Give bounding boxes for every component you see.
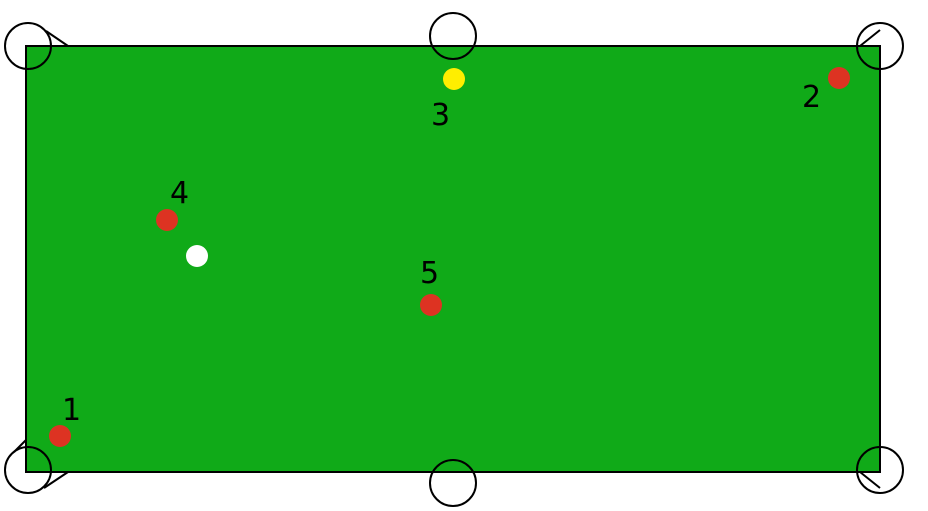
ball-2[interactable] xyxy=(828,67,850,89)
ball-1-label: 1 xyxy=(62,393,81,428)
ball-4-label: 4 xyxy=(170,176,189,211)
pocket-top-middle xyxy=(429,12,477,60)
ball-2-label: 2 xyxy=(802,80,821,115)
pocket-bottom-middle xyxy=(429,459,477,507)
pocket-bottom-right xyxy=(856,446,904,494)
cue-ball[interactable] xyxy=(186,245,208,267)
ball-3-label: 3 xyxy=(431,98,450,133)
pocket-top-left xyxy=(4,22,52,70)
ball-3[interactable] xyxy=(443,68,465,90)
ball-1[interactable] xyxy=(49,425,71,447)
ball-5-label: 5 xyxy=(420,256,439,291)
pocket-bottom-left xyxy=(4,446,52,494)
ball-5[interactable] xyxy=(420,294,442,316)
table-felt xyxy=(25,45,881,473)
pocket-top-right xyxy=(856,22,904,70)
ball-4[interactable] xyxy=(156,209,178,231)
